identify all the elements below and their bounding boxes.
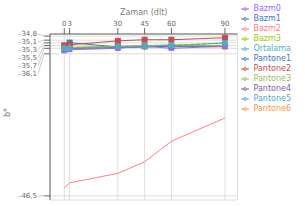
- html-text:Pantone1: Pantone1: [253, 54, 291, 63]
- html-text:Pantone4: Pantone4: [253, 84, 291, 93]
- html-text:Bazm1: Bazm1: [253, 14, 281, 23]
- html-text:Pantone2: Pantone2: [253, 64, 291, 73]
- svg-text:60: 60: [167, 20, 176, 28]
- svg-text:-36,1: -36,1: [19, 70, 37, 78]
- svg-text:-46,5: -46,5: [19, 192, 37, 200]
- svg-text:-35,7: -35,7: [19, 62, 37, 70]
- html-text:Pantone5: Pantone5: [253, 94, 291, 103]
- svg-text:b*: b*: [8, 108, 12, 117]
- html-text:Ortalama: Ortalama: [253, 44, 291, 53]
- html-text:Pantone3: Pantone3: [253, 74, 291, 83]
- svg-text:-34,8: -34,8: [19, 30, 37, 38]
- html-text:Bazm0: Bazm0: [253, 4, 281, 13]
- svg-text:0: 0: [62, 20, 66, 28]
- svg-text:45: 45: [140, 20, 149, 28]
- html-text:Bazm2: Bazm2: [253, 24, 281, 33]
- html-text:Bazm3: Bazm3: [253, 34, 281, 43]
- svg-text:3: 3: [67, 20, 71, 28]
- svg-text:90: 90: [220, 20, 229, 28]
- svg-text:-35,1: -35,1: [19, 38, 37, 46]
- svg-text:Zaman (dlt): Zaman (dlt): [120, 8, 167, 17]
- svg-text:-35,3: -35,3: [19, 46, 37, 54]
- svg-text:30: 30: [113, 20, 122, 28]
- html-text:Pantone6: Pantone6: [253, 104, 291, 113]
- svg-text:-35,5: -35,5: [19, 54, 37, 62]
